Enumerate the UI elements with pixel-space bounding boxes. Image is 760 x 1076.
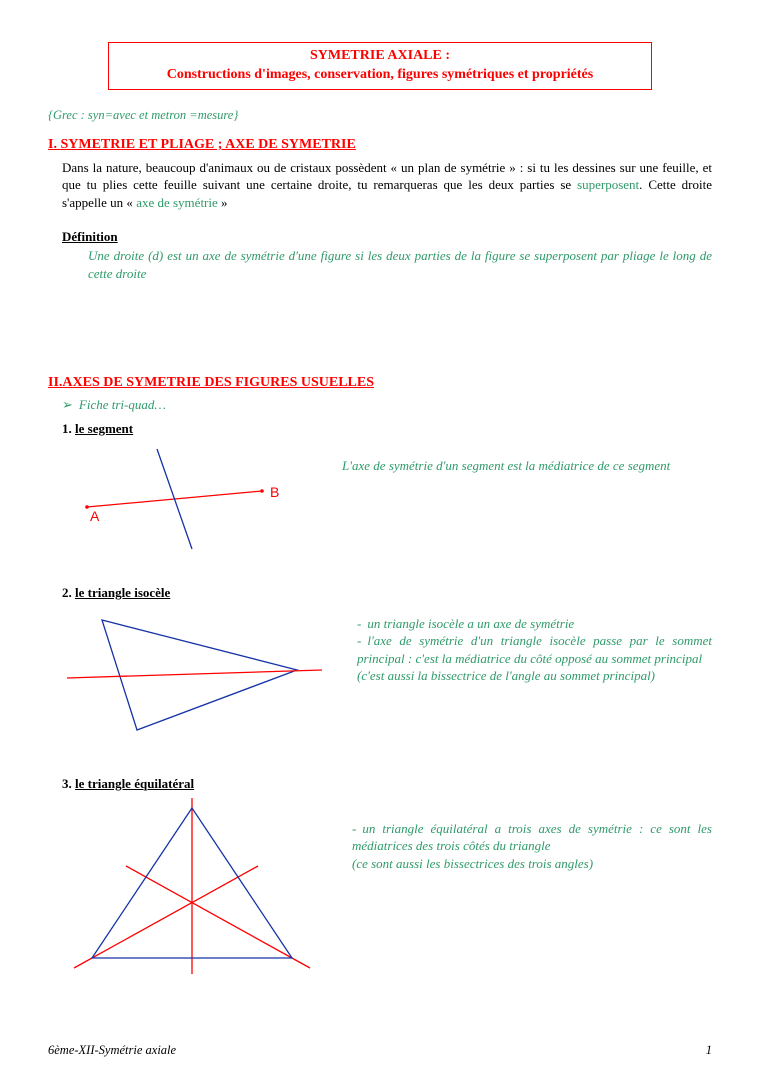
page-footer: 6ème-XII-Symétrie axiale 1: [48, 1043, 712, 1058]
item-1-desc: L'axe de symétrie d'un segment est la mé…: [322, 441, 712, 475]
section-1-heading: I. SYMETRIE ET PLIAGE ; AXE DE SYMETRIE: [48, 137, 712, 153]
segment-svg-icon: A B: [62, 441, 322, 556]
label-b: B: [270, 484, 279, 500]
section-1-number: I.: [48, 137, 57, 152]
item-1-row: A B L'axe de symétrie d'un segment est l…: [62, 441, 712, 561]
footer-page-number: 1: [706, 1043, 712, 1058]
item-3-desc: -un triangle équilatéral a trois axes de…: [332, 796, 712, 873]
section-1-paragraph: Dans la nature, beaucoup d'animaux ou de…: [62, 159, 712, 212]
definition-label: Définition: [62, 229, 712, 245]
item-3-heading: 3. le triangle équilatéral: [62, 776, 712, 792]
item-2-heading: 2. le triangle isocèle: [62, 585, 712, 601]
bullet-fiche: ➢ Fiche tri-quad…: [62, 397, 712, 413]
section-2-number: II.: [48, 375, 62, 390]
isoceles-diagram: [62, 605, 337, 750]
title-box: SYMETRIE AXIALE : Constructions d'images…: [108, 42, 652, 90]
item-3-row: -un triangle équilatéral a trois axes de…: [62, 796, 712, 986]
definition-body: Une droite (d) est un axe de symétrie d'…: [88, 247, 712, 282]
spacer: [48, 750, 712, 768]
title-line-2: Constructions d'images, conservation, fi…: [117, 66, 643, 85]
section-2-title: AXES DE SYMETRIE DES FIGURES USUELLES: [62, 375, 374, 390]
etymology-note: {Grec : syn=avec et metron =mesure}: [48, 108, 712, 123]
arrow-icon: ➢: [62, 397, 73, 413]
item-2-row: -un triangle isocèle a un axe de symétri…: [62, 605, 712, 750]
section-2-heading: II.AXES DE SYMETRIE DES FIGURES USUELLES: [48, 375, 712, 391]
equilateral-diagram: [62, 796, 332, 986]
isoceles-svg-icon: [62, 605, 337, 745]
bullet-text: Fiche tri-quad…: [79, 397, 166, 412]
title-line-1: SYMETRIE AXIALE :: [117, 47, 643, 66]
item-2-desc: -un triangle isocèle a un axe de symétri…: [337, 605, 712, 685]
footer-left: 6ème-XII-Symétrie axiale: [48, 1043, 176, 1058]
label-a: A: [90, 508, 100, 524]
spacer: [48, 561, 712, 577]
section-1-title: SYMETRIE ET PLIAGE ; AXE DE SYMETRIE: [60, 137, 355, 152]
segment-diagram: A B: [62, 441, 322, 561]
equilateral-svg-icon: [62, 796, 332, 981]
document-page: SYMETRIE AXIALE : Constructions d'images…: [0, 0, 760, 1076]
spacer: [48, 283, 712, 375]
item-1-heading: 1. le segment: [62, 421, 712, 437]
